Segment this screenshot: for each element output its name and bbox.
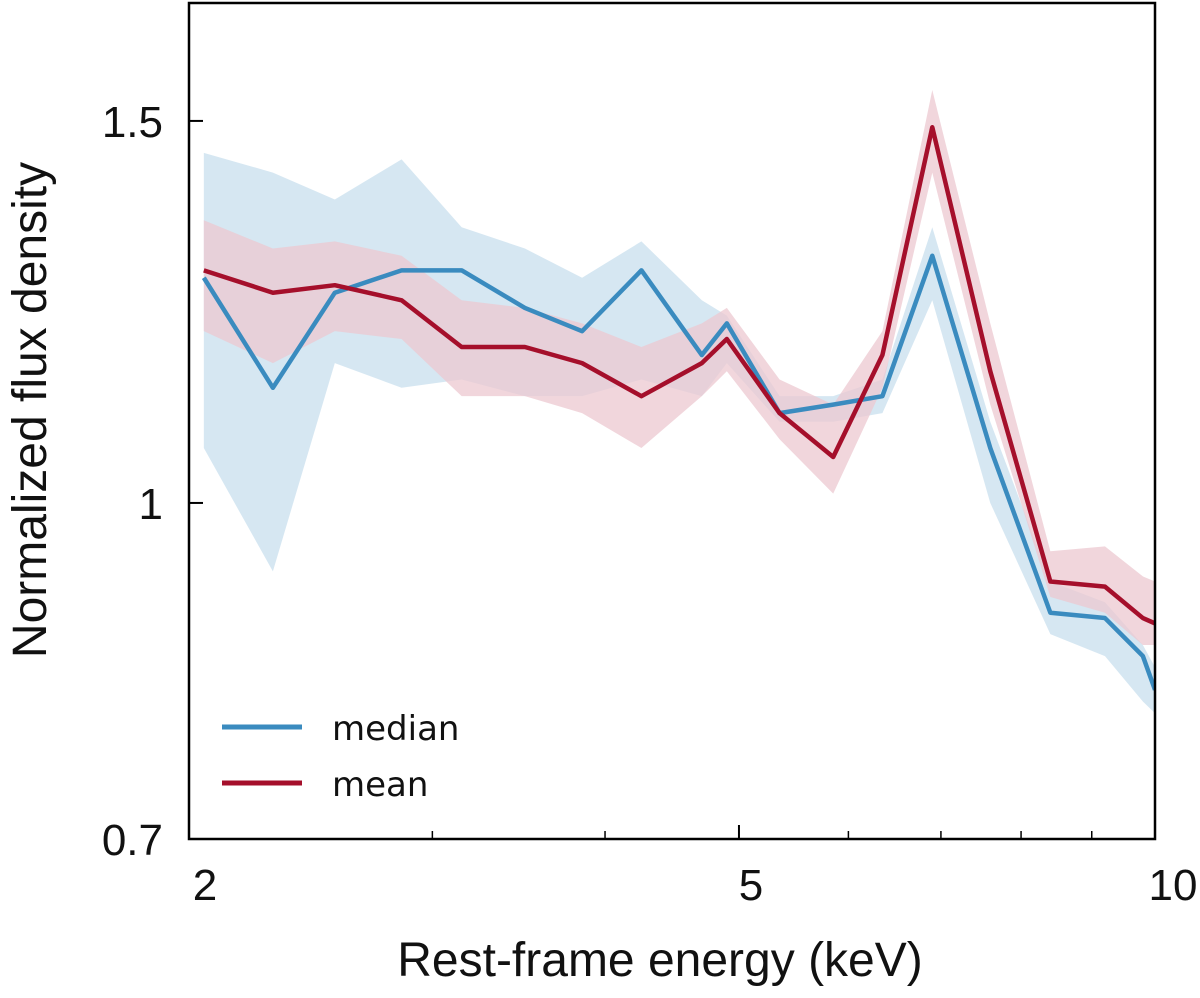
y-tick-label: 1.5 [102,98,163,147]
y-tick-label: 1 [139,480,163,529]
x-tick-label: 10 [1149,861,1198,910]
median-line [201,253,1155,691]
legend: median mean [222,709,459,805]
x-tick-label: 2 [193,861,217,910]
x-axis-label: Rest-frame energy (keV) [397,934,923,987]
mean-confidence-band [203,90,1155,646]
x-tick-label: 5 [739,861,763,910]
y-axis-label: Normalized flux density [4,162,57,658]
legend-mean-label: mean [332,765,428,805]
y-tick-label: 0.7 [102,816,163,865]
mean-line [203,124,1155,626]
plot-frame [187,1,1157,841]
legend-median-label: median [332,709,459,749]
